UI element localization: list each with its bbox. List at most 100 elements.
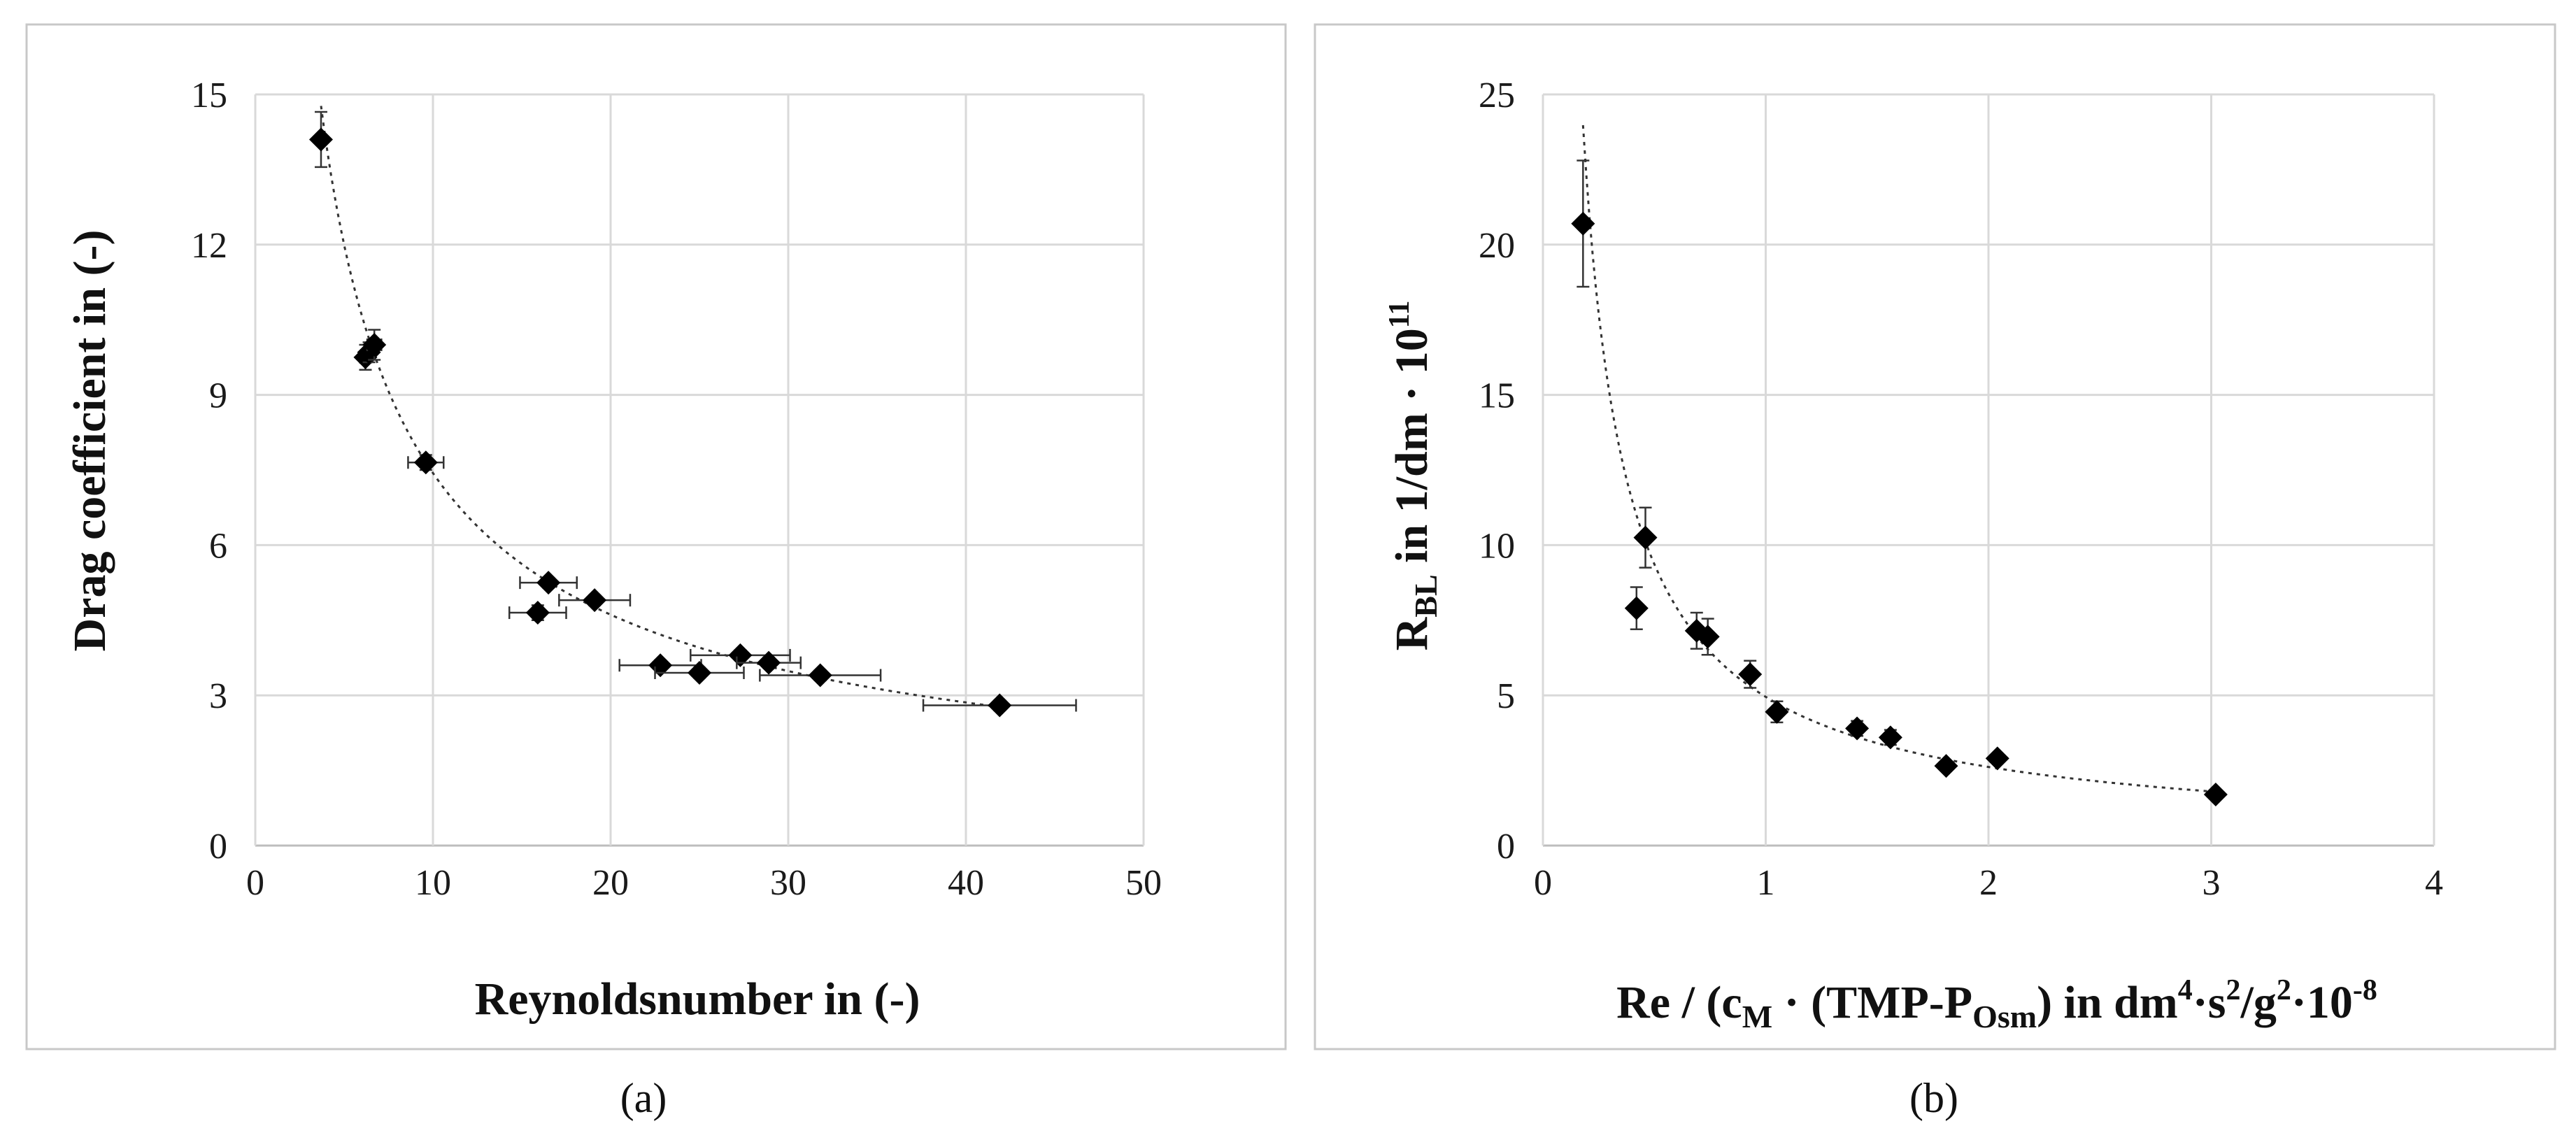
y-tick-label: 10 [1479, 526, 1515, 566]
data-point [1985, 746, 2009, 771]
y-tick-label: 15 [1479, 376, 1515, 416]
xlabel-part: ) in dm [2037, 977, 2178, 1028]
chart-panel-a: 0 10 20 30 40 50 0 3 6 9 12 15 Reynoldsnumber in (… [25, 23, 1287, 1121]
panel-b-gridlines [1542, 93, 2435, 847]
y-tick-label: 25 [1479, 76, 1515, 115]
y-tick-label: 12 [191, 226, 227, 266]
data-point [736, 650, 802, 675]
ylabel-sup: 11 [1383, 301, 1416, 329]
y-tick-label: 3 [209, 676, 227, 716]
y-tick-label: 0 [1497, 827, 1515, 867]
x-tick-label: 10 [415, 863, 451, 903]
xlabel-sub-osm: Osm [1972, 999, 2037, 1034]
diamond-marker [688, 660, 711, 685]
x-tick-label: 3 [2203, 863, 2221, 903]
panel-b-points [1571, 159, 2228, 806]
data-point [1878, 725, 1902, 750]
data-point [558, 588, 632, 613]
x-tick-label: 0 [246, 863, 264, 903]
ylabel-part: in 1/dm · 10 [1386, 328, 1437, 574]
data-point [1695, 618, 1720, 656]
panel-b-frame [1314, 23, 2556, 1050]
diamond-marker [1845, 716, 1870, 741]
diamond-marker [988, 693, 1012, 718]
diamond-marker [1633, 525, 1658, 550]
data-point [308, 111, 333, 169]
panel-b-trendline [1581, 124, 2216, 793]
data-point [362, 329, 387, 361]
x-tick-label: 4 [2425, 863, 2443, 903]
data-point [1845, 716, 1870, 741]
panel-b-x-axis-label: Re / (cM · (TMP-POsm) in dm4·s2/g2·10-8 [1616, 974, 2377, 1034]
diamond-marker [1624, 596, 1649, 620]
data-point [759, 663, 882, 688]
diamond-marker [1571, 211, 1595, 236]
diamond-marker [362, 333, 387, 357]
panel-b-x-ticks: 0 1 2 3 4 [1534, 863, 2443, 903]
panel-a-y-ticks: 0 3 6 9 12 15 [191, 76, 227, 867]
data-point [1633, 506, 1658, 569]
xlabel-sup: 2 [2277, 974, 2291, 1006]
diamond-marker [757, 650, 781, 675]
data-point [508, 601, 567, 625]
data-point [922, 693, 1077, 718]
y-tick-label: 20 [1479, 226, 1515, 266]
panel-a-x-axis-label: Reynoldsnumber in (-) [475, 974, 920, 1025]
data-point [1765, 699, 1789, 724]
diamond-marker [413, 450, 438, 475]
diamond-marker [1695, 625, 1720, 649]
diamond-marker [2203, 782, 2228, 806]
diamond-marker [1765, 699, 1789, 724]
x-tick-label: 1 [1757, 863, 1775, 903]
x-tick-label: 20 [592, 863, 629, 903]
data-point [654, 660, 745, 685]
data-point [1934, 754, 1958, 778]
diamond-marker [728, 643, 753, 667]
data-point [1738, 660, 1763, 689]
ylabel-sub-bl: BL [1408, 574, 1444, 617]
ylabel-part: R [1386, 616, 1437, 650]
panel-a-points [308, 111, 1077, 718]
panel-b-y-axis-label: RBL in 1/dm · 1011 [1383, 301, 1444, 651]
panel-b-caption: (b) [1909, 1075, 1958, 1121]
xlabel-sup: -8 [2353, 974, 2377, 1006]
xlabel-part: Re / (c [1616, 977, 1742, 1028]
xlabel-part: · (TMP-P [1772, 977, 1972, 1028]
diamond-marker [583, 588, 607, 613]
panel-a-caption: (a) [620, 1075, 667, 1121]
y-tick-label: 9 [209, 376, 227, 416]
data-point [1624, 586, 1649, 630]
panel-a-trendline [320, 106, 1000, 708]
data-point [2203, 782, 2228, 806]
chart-panel-b: 0 1 2 3 4 0 5 10 15 20 25 Re / (cM · (TMP-POsm) i… [1314, 23, 2556, 1121]
diamond-marker [808, 663, 832, 688]
diamond-marker [525, 601, 550, 625]
panel-a-frame [25, 23, 1287, 1050]
diamond-marker [308, 127, 333, 152]
data-point [1571, 159, 1595, 288]
y-tick-label: 5 [1497, 676, 1515, 716]
data-point [519, 571, 578, 595]
diamond-marker [1985, 746, 2009, 771]
diamond-marker [1878, 725, 1902, 750]
x-tick-label: 2 [1979, 863, 1998, 903]
y-tick-label: 6 [209, 526, 227, 566]
panel-a-y-axis-label: Drag coefficient in (-) [64, 230, 115, 652]
xlabel-part: ·10 [2291, 977, 2353, 1028]
data-point [407, 450, 445, 475]
x-tick-label: 0 [1534, 863, 1552, 903]
xlabel-sup: 2 [2226, 974, 2240, 1006]
xlabel-sup: 4 [2178, 974, 2193, 1006]
xlabel-part: /g [2240, 977, 2276, 1028]
x-tick-label: 40 [948, 863, 984, 903]
x-tick-label: 30 [770, 863, 806, 903]
y-tick-label: 15 [191, 76, 227, 115]
y-tick-label: 0 [209, 827, 227, 867]
xlabel-sub-m: M [1742, 999, 1772, 1034]
panel-a-x-ticks: 0 10 20 30 40 50 [246, 863, 1162, 903]
diamond-marker [1738, 662, 1763, 687]
x-tick-label: 50 [1125, 863, 1162, 903]
diamond-marker [536, 571, 561, 595]
data-point [690, 643, 791, 667]
